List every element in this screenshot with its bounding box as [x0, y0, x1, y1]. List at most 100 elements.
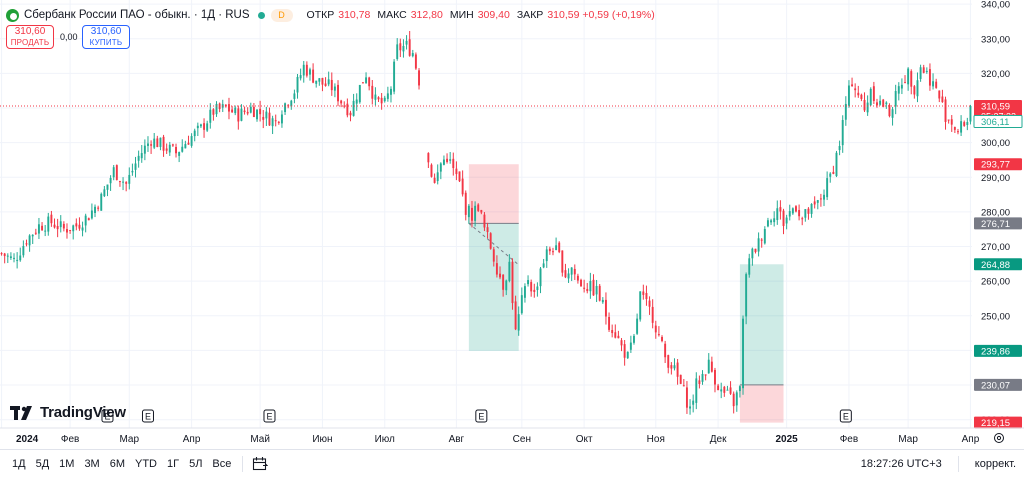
timeframe-5d[interactable]: 5Д: [35, 457, 50, 470]
axis-settings-icon[interactable]: [993, 432, 1005, 444]
candle-body: [168, 144, 171, 153]
timeframe-ytd[interactable]: YTD: [135, 457, 157, 470]
timeframe-5y[interactable]: 5Л: [189, 457, 203, 470]
candle-body: [804, 209, 807, 218]
candle-body: [763, 228, 766, 244]
candle-body: [483, 214, 486, 228]
candle-body: [293, 93, 296, 99]
candle-body: [844, 103, 847, 120]
clock-timezone[interactable]: 18:27:26 UTC+3: [860, 457, 942, 470]
price-chart[interactable]: 340,00330,00320,00310,00300,00290,00280,…: [0, 0, 1024, 449]
candle-body: [90, 210, 93, 219]
candle-body: [608, 316, 611, 330]
price-label-text: 264,88: [981, 260, 1010, 271]
earnings-marker-box: [839, 409, 852, 423]
candle-body: [645, 292, 648, 300]
candle-body: [402, 45, 405, 52]
candle-body: [748, 258, 751, 275]
candle-body: [707, 359, 710, 374]
candle-body: [860, 94, 863, 99]
candle-body: [692, 400, 695, 405]
candle-body: [302, 64, 305, 76]
x-tick-label: Окт: [576, 434, 593, 445]
market-status-icon[interactable]: [257, 11, 265, 19]
long-position-stop-zone: [739, 384, 784, 423]
candle-body: [19, 255, 22, 261]
candle-body: [471, 207, 473, 221]
candle-body: [81, 227, 84, 231]
timeframe-3m[interactable]: 3М: [84, 457, 100, 470]
candle-body: [31, 234, 34, 237]
x-tick-label: Фев: [61, 434, 79, 445]
delayed-badge[interactable]: D: [270, 8, 293, 22]
ohlc-open-key: ОТКР: [306, 9, 335, 21]
candle-body: [3, 253, 6, 257]
candle-body: [327, 79, 330, 85]
candle-body: [508, 261, 511, 281]
candle-body: [960, 121, 963, 133]
buy-button[interactable]: 310,60 КУПИТЬ: [82, 25, 130, 49]
candle-body: [439, 163, 442, 172]
candle-body: [642, 291, 645, 295]
calendar-range-icon[interactable]: [249, 453, 271, 475]
candle-body: [199, 124, 202, 127]
adjust-toggle[interactable]: коррект.: [974, 457, 1016, 470]
sell-button[interactable]: 310,60 ПРОДАТЬ: [6, 25, 54, 49]
candle-body: [340, 100, 343, 104]
candle-body: [654, 325, 657, 333]
timeframe-1d[interactable]: 1Д: [12, 457, 26, 470]
earnings-marker-icon[interactable]: E: [475, 409, 488, 423]
timeframe-all[interactable]: Все: [212, 457, 232, 470]
candle-body: [947, 119, 950, 121]
ohlc-open-value: 310,78: [338, 9, 371, 21]
buy-label: КУПИТЬ: [89, 38, 123, 47]
price-label: 276,71: [974, 217, 1022, 230]
candle-body: [838, 146, 841, 151]
candle-body: [427, 153, 430, 163]
candle-body: [673, 365, 676, 369]
candle-body: [442, 159, 445, 165]
price-label-bg: [973, 115, 1023, 129]
earnings-marker-icon[interactable]: E: [101, 409, 114, 423]
candle-body: [957, 131, 959, 133]
earnings-marker-icon[interactable]: E: [141, 409, 154, 423]
candle-body: [629, 342, 632, 350]
candle-body: [72, 225, 75, 232]
candle-body: [617, 335, 620, 339]
candle-body: [380, 97, 383, 104]
candle-body: [661, 336, 663, 342]
timeframe-1m[interactable]: 1М: [59, 457, 75, 470]
candle-body: [231, 109, 234, 113]
timeframe-1y[interactable]: 1Г: [167, 457, 180, 470]
candle-body: [823, 194, 825, 200]
candle-body: [527, 280, 530, 285]
candle-body: [801, 218, 804, 220]
candle-body: [474, 205, 477, 221]
candle-body: [695, 378, 698, 403]
candle-body: [633, 335, 635, 343]
candle-body: [819, 198, 822, 200]
candle-body: [62, 223, 65, 229]
candle-body: [670, 365, 673, 369]
candle-body: [854, 88, 857, 91]
long-position-tool: [739, 264, 784, 423]
candle-body: [184, 144, 187, 149]
candle-body: [215, 103, 218, 115]
candle-body: [935, 81, 938, 88]
candle-body: [390, 88, 392, 95]
bottom-toolbar: 1Д 5Д 1М 3М 6М YTD 1Г 5Л Все 18:27:26 UT…: [0, 449, 1024, 477]
earnings-marker-icon[interactable]: E: [263, 409, 276, 423]
candle-body: [240, 108, 243, 121]
candle-body: [125, 182, 128, 184]
candle-body: [411, 53, 414, 57]
candle-body: [212, 109, 215, 115]
symbol-title[interactable]: Сбербанк России ПАО - обыкн. · 1Д · RUS: [24, 9, 250, 21]
timeframe-6m[interactable]: 6М: [109, 457, 125, 470]
candle-body: [657, 334, 660, 336]
tradingview-logo[interactable]: TradingView: [10, 404, 126, 421]
earnings-marker-icon[interactable]: E: [839, 409, 852, 423]
buy-price: 310,60: [90, 26, 122, 37]
candle-body: [651, 306, 654, 323]
candle-body: [115, 165, 118, 180]
